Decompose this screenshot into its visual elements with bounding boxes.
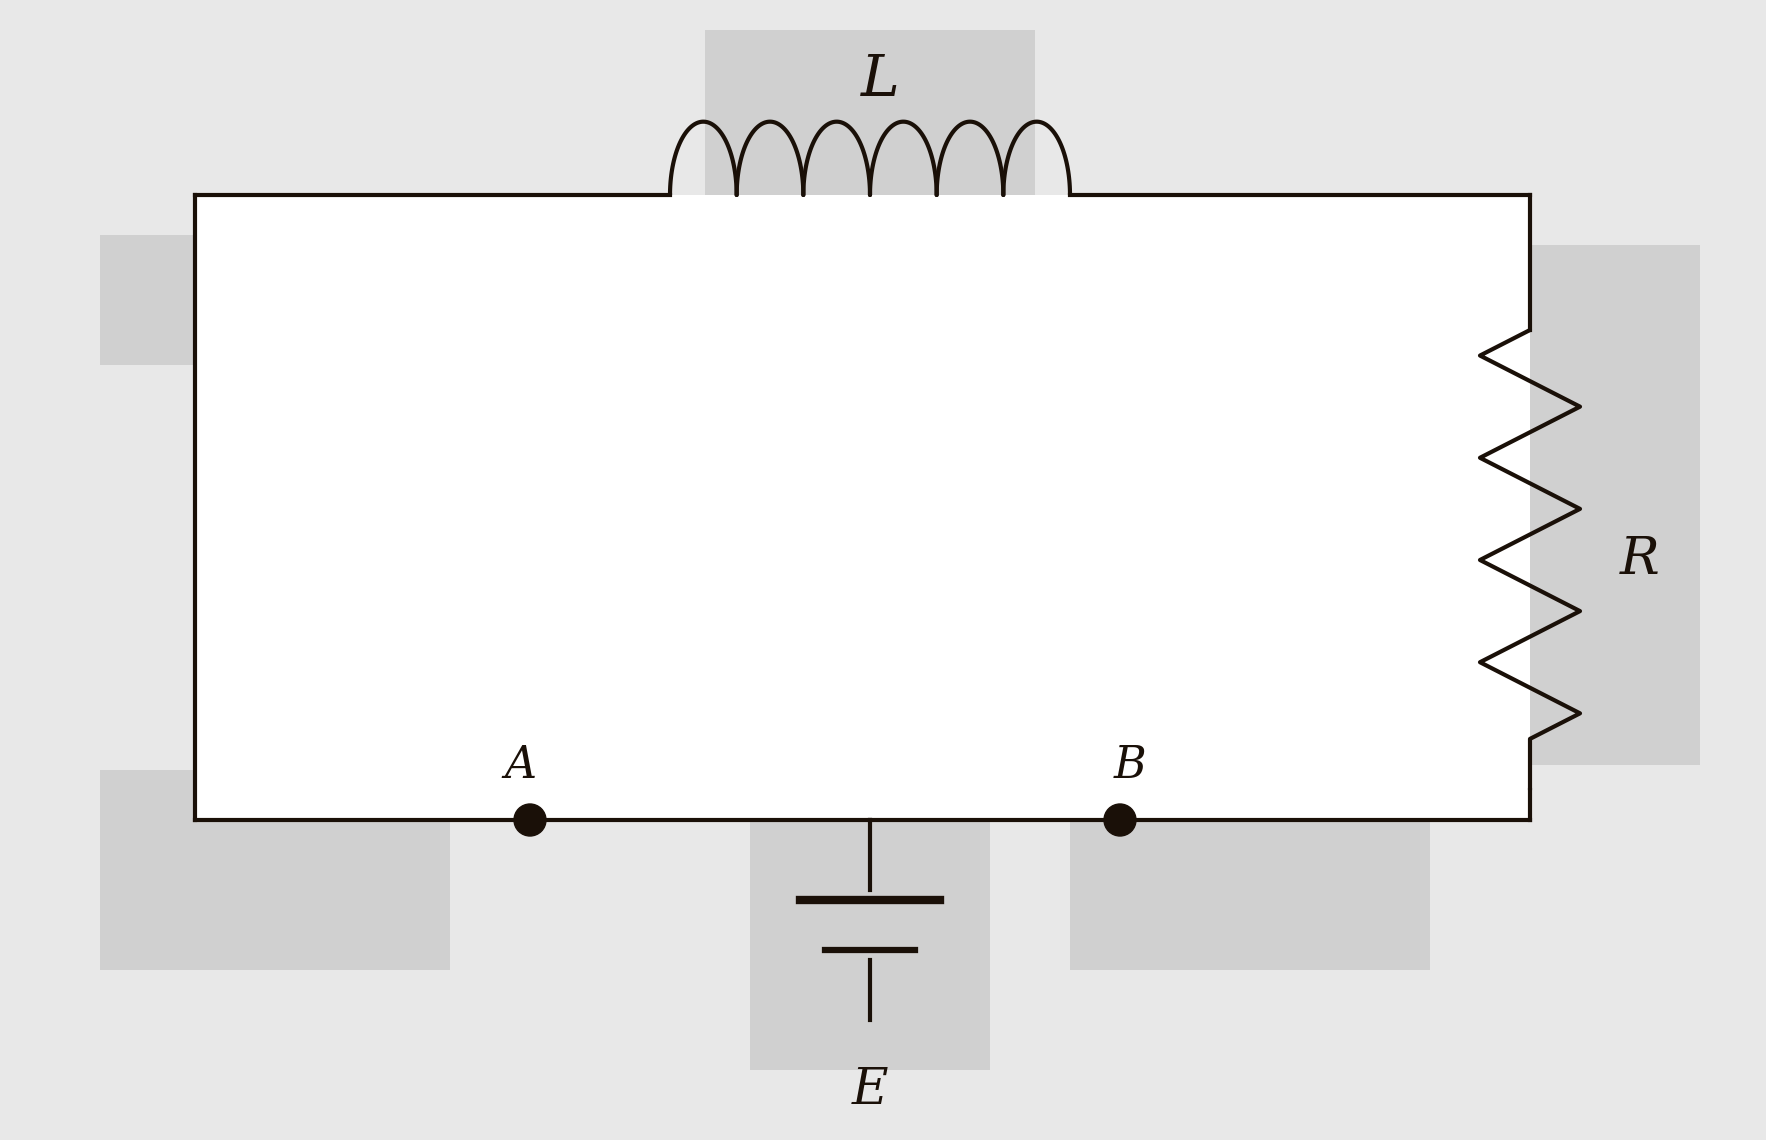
FancyBboxPatch shape [1469, 245, 1701, 765]
FancyBboxPatch shape [101, 770, 450, 970]
Text: L: L [860, 51, 899, 108]
Circle shape [1104, 804, 1136, 836]
Text: A: A [503, 743, 537, 787]
FancyBboxPatch shape [1070, 770, 1430, 970]
FancyBboxPatch shape [751, 770, 991, 1070]
FancyBboxPatch shape [705, 30, 1035, 329]
Text: R: R [1619, 535, 1660, 586]
Circle shape [514, 804, 546, 836]
FancyBboxPatch shape [194, 195, 1529, 820]
FancyBboxPatch shape [101, 235, 330, 365]
Text: B: B [1114, 743, 1146, 787]
Text: E: E [851, 1065, 888, 1115]
